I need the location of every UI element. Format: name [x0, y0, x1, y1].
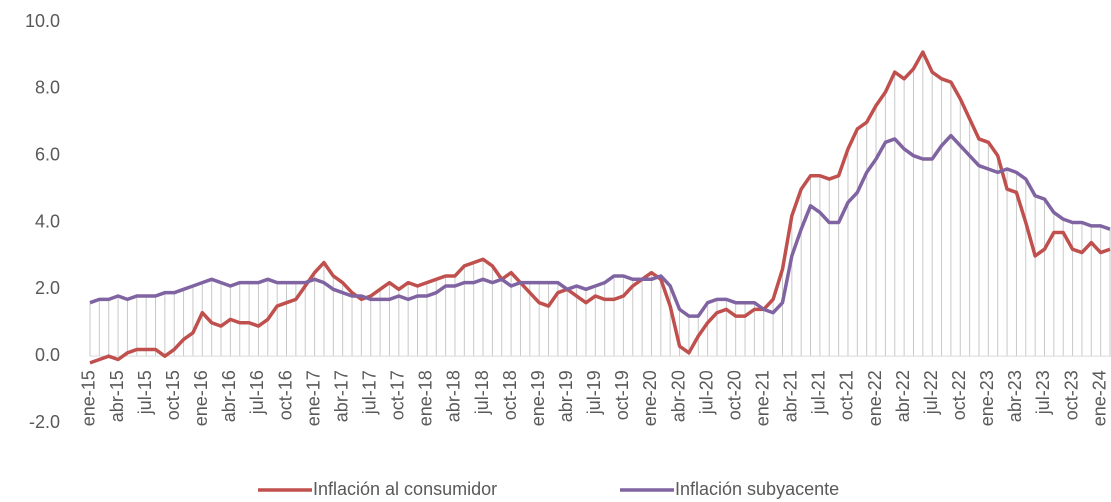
x-tick-label: abr-17	[331, 370, 351, 422]
y-tick-label: 0.0	[35, 345, 60, 365]
y-tick-label: 2.0	[35, 278, 60, 298]
x-tick-label: abr-23	[1005, 370, 1025, 422]
x-tick-label: jul-19	[584, 370, 604, 415]
x-tick-label: abr-18	[444, 370, 464, 422]
series-line	[89, 50, 1111, 365]
x-tick-label: abr-16	[219, 370, 239, 422]
x-tick-label: oct-17	[388, 370, 408, 420]
x-tick-label: jul-18	[472, 370, 492, 415]
x-tick-label: ene-21	[753, 370, 773, 426]
x-tick-label: ene-24	[1089, 370, 1109, 426]
x-tick-label: abr-20	[668, 370, 688, 422]
legend-label: Inflación subyacente	[675, 479, 839, 499]
x-tick-label: oct-18	[500, 370, 520, 420]
x-tick-label: oct-22	[949, 370, 969, 420]
x-tick-label: ene-20	[640, 370, 660, 426]
x-tick-label: oct-23	[1061, 370, 1081, 420]
x-tick-label: abr-15	[107, 370, 127, 422]
x-tick-label: oct-15	[163, 370, 183, 420]
x-tick-label: ene-17	[303, 370, 323, 426]
x-tick-label: abr-19	[556, 370, 576, 422]
x-tick-label: oct-19	[612, 370, 632, 420]
x-tick-label: abr-21	[781, 370, 801, 422]
x-tick-label: oct-21	[837, 370, 857, 420]
x-tick-label: ene-22	[865, 370, 885, 426]
y-tick-label: 10.0	[25, 11, 60, 31]
x-tick-label: jul-15	[135, 370, 155, 415]
x-tick-label: oct-20	[724, 370, 744, 420]
y-tick-label: 4.0	[35, 211, 60, 231]
x-tick-label: jul-22	[921, 370, 941, 415]
x-tick-label: jul-16	[247, 370, 267, 415]
x-tick-label: ene-23	[977, 370, 997, 426]
y-tick-label: 6.0	[35, 144, 60, 164]
legend-label: Inflación al consumidor	[313, 479, 497, 499]
x-tick-label: abr-22	[893, 370, 913, 422]
x-tick-label: ene-18	[416, 370, 436, 426]
plot-area	[89, 50, 1111, 365]
y-tick-label: -2.0	[29, 412, 60, 432]
x-tick-label: ene-15	[79, 370, 99, 426]
x-tick-label: jul-23	[1033, 370, 1053, 415]
y-tick-label: 8.0	[35, 78, 60, 98]
x-tick-label: jul-17	[359, 370, 379, 415]
x-tick-label: jul-21	[809, 370, 829, 415]
series-line	[89, 133, 1111, 318]
x-tick-label: jul-20	[696, 370, 716, 415]
x-tick-label: ene-16	[191, 370, 211, 426]
x-tick-label: ene-19	[528, 370, 548, 426]
x-tick-label: oct-16	[275, 370, 295, 420]
